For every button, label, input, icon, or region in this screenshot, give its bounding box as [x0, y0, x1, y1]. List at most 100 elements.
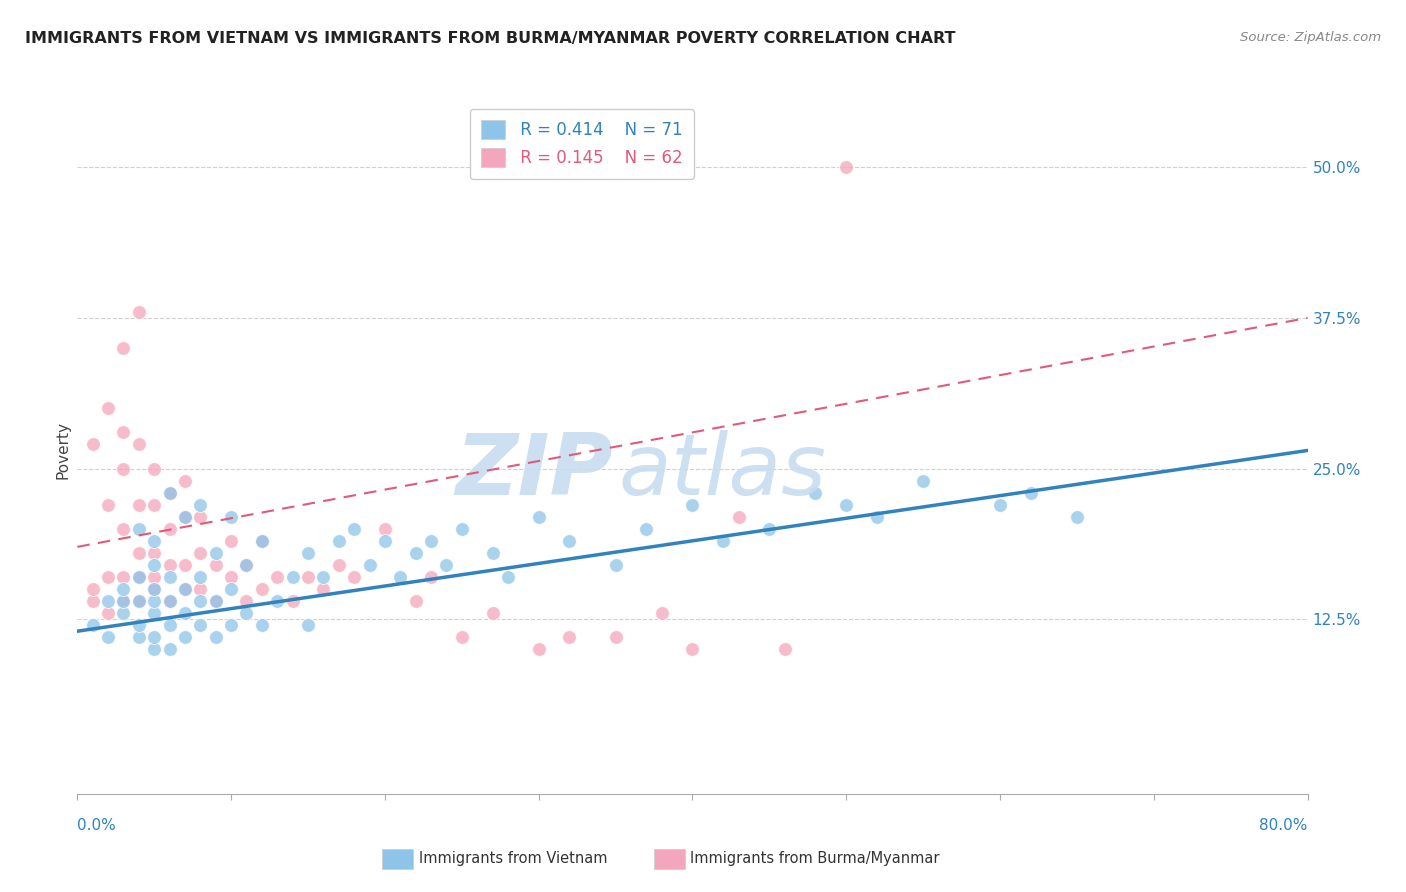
Point: [481, 606, 503, 620]
Point: [405, 594, 427, 608]
Point: [174, 509, 197, 524]
Legend:  R = 0.414    N = 71,  R = 0.145    N = 62: R = 0.414 N = 71, R = 0.145 N = 62: [470, 109, 695, 178]
Point: [143, 642, 166, 657]
Point: [143, 582, 166, 596]
Point: [128, 630, 150, 644]
Point: [636, 522, 658, 536]
Point: [420, 533, 443, 548]
Point: [235, 606, 257, 620]
Point: [496, 570, 519, 584]
Point: [82, 582, 104, 596]
Point: [405, 546, 427, 560]
Point: [312, 570, 335, 584]
Point: [359, 558, 381, 572]
Point: [82, 437, 104, 451]
Point: [97, 594, 120, 608]
Point: [436, 558, 458, 572]
Point: [389, 570, 412, 584]
Point: [128, 498, 150, 512]
Point: [343, 570, 366, 584]
Point: [374, 522, 396, 536]
Text: 0.0%: 0.0%: [77, 818, 117, 832]
Point: [112, 341, 135, 355]
Point: [159, 558, 181, 572]
Point: [297, 618, 319, 632]
Point: [143, 594, 166, 608]
Text: atlas: atlas: [619, 430, 827, 513]
Point: [682, 498, 704, 512]
Point: [174, 630, 197, 644]
Point: [219, 582, 242, 596]
Point: [481, 546, 503, 560]
Point: [328, 533, 350, 548]
Point: [143, 546, 166, 560]
Point: [112, 582, 135, 596]
Point: [112, 570, 135, 584]
Point: [112, 606, 135, 620]
Point: [912, 474, 935, 488]
Point: [143, 498, 166, 512]
Point: [128, 305, 150, 319]
Point: [204, 630, 226, 644]
Point: [159, 570, 181, 584]
Point: [605, 558, 627, 572]
Point: [159, 485, 181, 500]
Point: [188, 570, 212, 584]
Point: [250, 582, 273, 596]
Point: [112, 425, 135, 440]
Point: [651, 606, 673, 620]
Point: [450, 522, 472, 536]
Point: [188, 618, 212, 632]
Point: [159, 618, 181, 632]
Text: Immigrants from Vietnam: Immigrants from Vietnam: [419, 851, 607, 865]
Point: [143, 606, 166, 620]
Point: [266, 594, 288, 608]
Point: [235, 558, 257, 572]
Point: [143, 461, 166, 475]
Point: [527, 509, 550, 524]
Text: 80.0%: 80.0%: [1260, 818, 1308, 832]
Point: [297, 570, 319, 584]
Point: [204, 594, 226, 608]
Text: Immigrants from Burma/Myanmar: Immigrants from Burma/Myanmar: [690, 851, 939, 865]
Point: [174, 582, 197, 596]
Point: [204, 558, 226, 572]
Point: [758, 522, 780, 536]
Point: [188, 498, 212, 512]
Point: [188, 594, 212, 608]
Point: [128, 594, 150, 608]
Point: [204, 594, 226, 608]
Point: [1066, 509, 1088, 524]
Point: [112, 461, 135, 475]
Point: [374, 533, 396, 548]
Point: [188, 582, 212, 596]
Point: [97, 570, 120, 584]
Point: [219, 570, 242, 584]
Point: [128, 437, 150, 451]
Point: [174, 582, 197, 596]
Point: [82, 594, 104, 608]
Point: [558, 533, 581, 548]
Point: [312, 582, 335, 596]
Point: [250, 533, 273, 548]
Point: [988, 498, 1011, 512]
Point: [97, 498, 120, 512]
Point: [112, 594, 135, 608]
Point: [159, 594, 181, 608]
Point: [97, 630, 120, 644]
Point: [174, 606, 197, 620]
Point: [159, 485, 181, 500]
Point: [235, 594, 257, 608]
Point: [82, 618, 104, 632]
Point: [97, 401, 120, 416]
Point: [159, 522, 181, 536]
Point: [558, 630, 581, 644]
Point: [128, 522, 150, 536]
Point: [143, 558, 166, 572]
Point: [143, 630, 166, 644]
Point: [450, 630, 472, 644]
Point: [297, 546, 319, 560]
Point: [235, 558, 257, 572]
Point: [866, 509, 889, 524]
Point: [1019, 485, 1042, 500]
